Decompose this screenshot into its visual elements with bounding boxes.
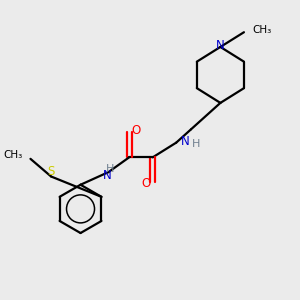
Text: N: N xyxy=(216,39,225,52)
Text: O: O xyxy=(131,124,140,137)
Text: N: N xyxy=(103,169,111,182)
Text: H: H xyxy=(106,164,114,173)
Text: CH₃: CH₃ xyxy=(3,150,22,160)
Text: S: S xyxy=(47,165,55,178)
Text: N: N xyxy=(181,135,189,148)
Text: H: H xyxy=(191,139,200,149)
Text: O: O xyxy=(142,177,151,190)
Text: CH₃: CH₃ xyxy=(253,25,272,35)
